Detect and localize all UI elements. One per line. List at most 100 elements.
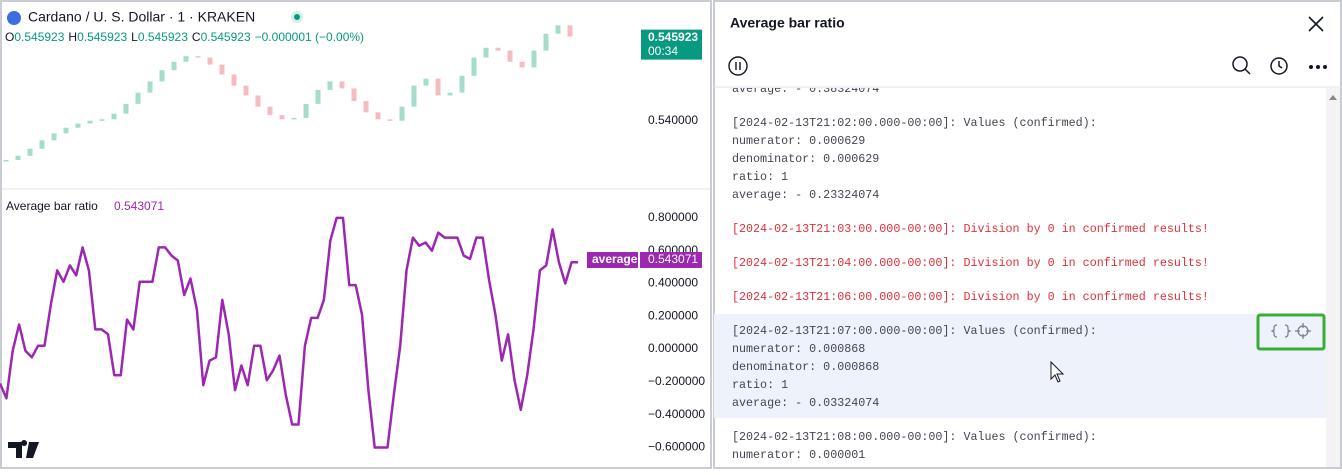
ohlc-label: O	[5, 30, 14, 44]
log-line: denominator: 0.000629	[732, 152, 879, 166]
clock-hands	[1278, 61, 1283, 69]
candle	[303, 103, 309, 118]
candle	[243, 85, 249, 96]
log-list: average: - 0.38324074 [2024-02-13T21:02:0…	[714, 82, 1326, 462]
search-button[interactable]	[1232, 56, 1248, 72]
candle	[411, 85, 417, 107]
last-value: 0.543071	[648, 252, 698, 266]
pause-button[interactable]	[728, 56, 748, 76]
candle	[75, 123, 81, 128]
indicator-tick-label: 0.800000	[648, 210, 698, 224]
candle	[339, 81, 345, 89]
indicator-tick-label: 0.400000	[648, 276, 698, 290]
log-title: Average bar ratio	[730, 15, 845, 31]
log-line: [2024-02-13T21:08:00.000-00:00]: Values …	[732, 430, 1097, 444]
candle	[231, 74, 237, 86]
candle	[423, 78, 429, 86]
series-name-badge	[587, 252, 638, 269]
candle	[195, 56, 201, 58]
search-handle	[1244, 68, 1251, 75]
candle	[351, 88, 357, 102]
indicator-tick-label: 0.000000	[648, 341, 698, 355]
candle	[543, 33, 549, 51]
ohlc-value: 0.545923	[201, 30, 251, 44]
log-line: [2024-02-13T21:07:00.000-00:00]: Values …	[732, 324, 1097, 338]
ohlc-value: 0.545923	[77, 30, 127, 44]
candle	[315, 89, 321, 104]
more-button[interactable]	[1309, 65, 1327, 69]
log-line: ratio: 1	[732, 378, 788, 392]
candle	[483, 47, 489, 58]
candle	[279, 115, 285, 120]
log-line: numerator: 0.000629	[732, 134, 865, 148]
last-value-badge	[640, 252, 702, 269]
candle	[471, 57, 477, 76]
candle	[207, 57, 213, 65]
candle	[399, 106, 405, 121]
log-line: average: - 0.23324074	[732, 188, 879, 202]
candle	[147, 81, 153, 93]
log-line: [2024-02-13T21:06:00.000-00:00]: Divisio…	[732, 290, 1209, 304]
candle	[327, 81, 333, 90]
dot	[1309, 65, 1313, 69]
price-tick-label: 0.540000	[648, 113, 698, 127]
candle	[51, 133, 57, 141]
candle	[507, 50, 513, 62]
status-dot	[294, 14, 300, 20]
indicator-tick-label: −0.600000	[648, 440, 705, 454]
indicator-tick-label: 0.200000	[648, 308, 698, 322]
log-line: [2024-02-13T21:02:00.000-00:00]: Values …	[732, 116, 1097, 130]
candle	[555, 25, 561, 34]
candle	[3, 160, 9, 162]
candle	[531, 50, 537, 68]
candle	[171, 61, 177, 71]
indicator-tick-label: −0.400000	[648, 407, 705, 421]
candle	[27, 148, 33, 156]
indicator-value: 0.543071	[114, 199, 164, 213]
symbol-icon	[7, 11, 21, 25]
candle	[435, 78, 441, 96]
candle	[567, 25, 573, 37]
candle	[267, 106, 273, 116]
log-line: numerator: 0.000868	[732, 342, 865, 356]
log-line: average: - 0.38324074	[732, 82, 879, 96]
ohlc-label: C	[192, 30, 201, 44]
ohlc: O0.545923 H0.545923 L0.545923 C0.545923 −0.0…	[5, 30, 364, 44]
indicator-title: Average bar ratio	[6, 199, 98, 213]
ohlc-label: H	[68, 30, 77, 44]
logo-shape	[8, 440, 39, 458]
history-button[interactable]	[1270, 57, 1288, 75]
log-line: numerator: 0.000001	[732, 448, 865, 462]
log-line: ratio: 1	[732, 170, 788, 184]
locate-cross	[1295, 323, 1311, 339]
log-line: average: - 0.03324074	[732, 396, 879, 410]
candle	[387, 119, 393, 121]
log-line: [2024-02-13T21:03:00.000-00:00]: Divisio…	[732, 222, 1209, 236]
ohlc-label: L	[131, 30, 138, 44]
countdown: 00:34	[648, 44, 678, 58]
candle	[99, 119, 105, 121]
candle	[459, 75, 465, 93]
scrollbar[interactable]	[1326, 88, 1340, 467]
indicator-tick-label: −0.200000	[648, 374, 705, 388]
candle	[375, 112, 381, 120]
action-box	[1256, 313, 1326, 351]
candle	[495, 47, 501, 51]
pause-bars	[735, 62, 741, 70]
close-button[interactable]	[1308, 16, 1324, 32]
candle	[219, 64, 225, 75]
ohlc-value: 0.545923	[138, 30, 188, 44]
scroll-arrow	[1329, 95, 1337, 100]
dot	[1316, 65, 1320, 69]
ohlc-change: −0.000001 (−0.00%)	[255, 30, 364, 44]
candle	[15, 155, 21, 161]
candle	[111, 113, 117, 120]
source-icon	[1270, 324, 1292, 338]
candle	[363, 101, 369, 113]
average-line	[0, 216, 578, 449]
last-price-badge	[641, 29, 702, 60]
candle	[183, 56, 189, 62]
candle	[255, 95, 261, 107]
